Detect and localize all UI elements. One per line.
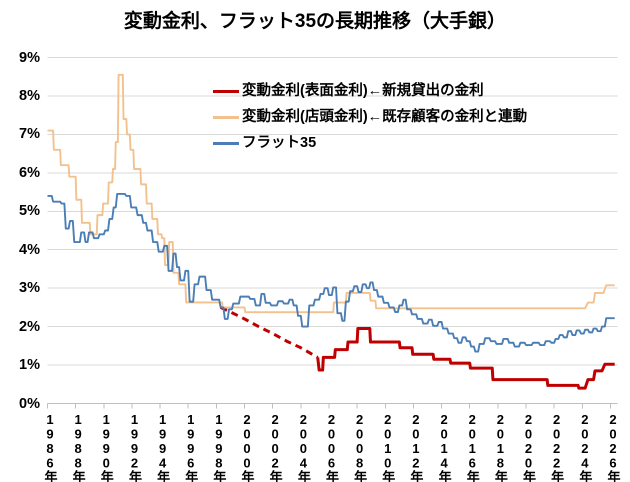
chart-legend: 変動金利(表面金利)←新規貸出の金利 変動金利(店頭金利)←既存顧客の金利と連動… (213, 78, 527, 156)
x-tick-label: 2002年 (266, 412, 285, 482)
y-tick-label: 2% (4, 319, 40, 335)
y-tick-label: 7% (4, 126, 40, 142)
y-tick-label: 8% (4, 88, 40, 104)
x-tick-label: 1998年 (209, 412, 228, 482)
x-tick-label: 2004年 (294, 412, 313, 482)
x-tick-label: 2016年 (463, 412, 482, 482)
x-tick-label: 2024年 (575, 412, 594, 482)
x-tick-label: 2012年 (406, 412, 425, 482)
y-tick-label: 4% (4, 242, 40, 258)
x-tick-label: 2014年 (435, 412, 454, 482)
legend-label-henbou-tentou: 変動金利(店頭金利)←既存顧客の金利と連動 (242, 110, 527, 125)
legend-swatch-blue (213, 142, 239, 145)
x-tick-label: 1986年 (41, 412, 60, 482)
y-tick-label: 0% (4, 396, 40, 412)
x-tick-label: 1992年 (125, 412, 144, 482)
y-tick-label: 1% (4, 357, 40, 373)
x-tick-label: 2020年 (519, 412, 538, 482)
series-line-2 (48, 194, 615, 352)
legend-label-henbou-hyoumen: 変動金利(表面金利)←新規貸出の金利 (242, 84, 484, 99)
legend-swatch-orange (213, 116, 239, 119)
legend-label-flat35: フラット35 (242, 136, 316, 151)
y-tick-label: 3% (4, 280, 40, 296)
x-tick-label: 2010年 (378, 412, 397, 482)
x-tick-marks-group (48, 404, 611, 409)
x-tick-label: 2000年 (238, 412, 257, 482)
legend-item-henbou-tentou: 変動金利(店頭金利)←既存顧客の金利と連動 (213, 104, 527, 130)
x-tick-label: 1996年 (181, 412, 200, 482)
x-tick-label: 2006年 (322, 412, 341, 482)
x-tick-label: 2018年 (491, 412, 510, 482)
legend-item-henbou-hyoumen: 変動金利(表面金利)←新規貸出の金利 (213, 78, 527, 104)
x-tick-label: 1994年 (153, 412, 172, 482)
legend-item-flat35: フラット35 (213, 130, 527, 156)
x-tick-label: 2022年 (547, 412, 566, 482)
x-tick-label: 1990年 (97, 412, 116, 482)
y-tick-label: 6% (4, 165, 40, 181)
x-tick-label: 2008年 (350, 412, 369, 482)
x-tick-label: 1988年 (69, 412, 88, 482)
series-line-0 (221, 307, 318, 357)
y-tick-label: 9% (4, 50, 40, 66)
x-tick-label: 2026年 (603, 412, 622, 482)
legend-swatch-red (213, 90, 239, 93)
y-tick-label: 5% (4, 203, 40, 219)
